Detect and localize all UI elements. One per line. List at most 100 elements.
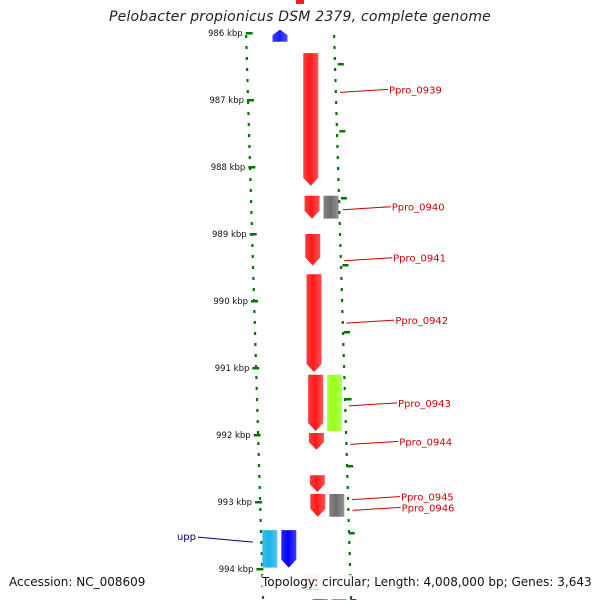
track-dot [260,530,262,533]
gene-label[interactable]: Ppro_0945 [401,493,454,504]
track-dot [333,46,335,49]
accession-text: Accession: NC_008609 [9,575,145,589]
ruler-tick-right [339,130,345,133]
track-dot [340,277,342,280]
track-dot [249,156,251,159]
track-dot [349,552,351,555]
ruler-tick-label: 994 kbp [219,565,254,575]
track-dot [336,145,338,148]
track-dot [346,475,348,478]
gene-feature[interactable] [324,196,339,219]
track-dot [254,332,256,335]
track-dot [345,442,347,445]
track-dot [246,68,248,71]
track-dot [336,134,338,137]
track-dot [341,310,343,313]
track-dot [334,57,336,60]
gene-feature[interactable] [309,433,324,450]
gene-label[interactable]: Ppro_0941 [393,254,446,265]
gene-feature[interactable] [329,494,344,517]
ruler-tick-label: 987 kbp [209,96,244,106]
track-dot [257,431,259,434]
gene-feature[interactable] [308,375,323,431]
ruler-tick-right [341,197,347,200]
gene-feature[interactable] [305,234,320,265]
track-dot [338,211,340,214]
gene-feature[interactable] [281,530,296,568]
track-dot [345,420,347,423]
gene-label[interactable]: Ppro_0943 [398,399,451,410]
ruler-tick [252,367,259,370]
track-dot [335,90,337,93]
gene-label-leader [343,207,391,210]
track-dot [348,519,350,522]
track-dot [258,475,260,478]
track-dot [341,288,343,291]
track-dot [340,266,342,269]
ruler-tick-label: 993 kbp [217,498,252,508]
ruler-tick-right [347,465,353,468]
ruler-tick [256,568,263,571]
gene-feature[interactable] [305,196,320,219]
track-dot [343,354,345,357]
track-dot [346,453,348,456]
track-dot [248,134,250,137]
gene-label[interactable]: Ppro_0946 [402,503,455,514]
track-dot [253,288,255,291]
ruler-tick-label: 991 kbp [215,364,250,374]
ruler-tick [246,32,253,35]
track-dot [247,90,249,93]
gene-feature[interactable] [262,530,277,568]
ruler-tick-label: 990 kbp [213,297,248,307]
track-dot [251,222,253,225]
track-dot [335,101,337,104]
ruler-tick-label: 989 kbp [212,230,247,240]
track-dot [336,123,338,126]
gene-label[interactable]: Ppro_0944 [399,437,452,448]
track-dot [252,266,254,269]
gene-label[interactable]: Ppro_0940 [392,203,445,214]
track-dot [256,387,258,390]
gene-feature[interactable] [307,274,322,372]
track-dot [250,200,252,203]
gene-label-leader [353,507,401,510]
map-title: Pelobacter propionicus DSM 2379, complet… [0,9,600,25]
track-dot [250,189,252,192]
track-dot [340,255,342,258]
ruler-tick [254,434,261,437]
track-dot [252,255,254,258]
track-dot [335,112,337,115]
track-dot [348,541,350,544]
gene-feature[interactable] [310,494,325,517]
gene-label[interactable]: Ppro_0939 [389,85,442,96]
ruler-tick-right [338,63,344,66]
track-dot [246,57,248,60]
track-dot [339,222,341,225]
track-dot [258,464,260,467]
gene-feature[interactable] [327,375,342,431]
ruler-tick [250,233,257,236]
gene-label-leader [198,537,253,542]
track-dot [334,68,336,71]
gene-label[interactable]: Ppro_0942 [395,316,448,327]
track-dot [343,365,345,368]
track-dot [258,453,260,456]
track-dot [248,123,250,126]
track-dot [246,79,248,82]
gene-feature[interactable] [273,30,288,42]
track-dot [260,541,262,544]
track-dot [250,211,252,214]
gene-label-leader [344,258,392,261]
track-dot [257,442,259,445]
ruler-tick-right [349,532,355,535]
track-dot [337,156,339,159]
gene-feature[interactable] [303,53,318,186]
track-dot [342,321,344,324]
track-dot [349,563,351,566]
ruler-tick-right [346,398,352,401]
gene-label[interactable]: upp [177,532,196,543]
ruler-tick [247,99,254,102]
gene-feature[interactable] [310,475,325,492]
gene-label-leader [340,89,388,92]
